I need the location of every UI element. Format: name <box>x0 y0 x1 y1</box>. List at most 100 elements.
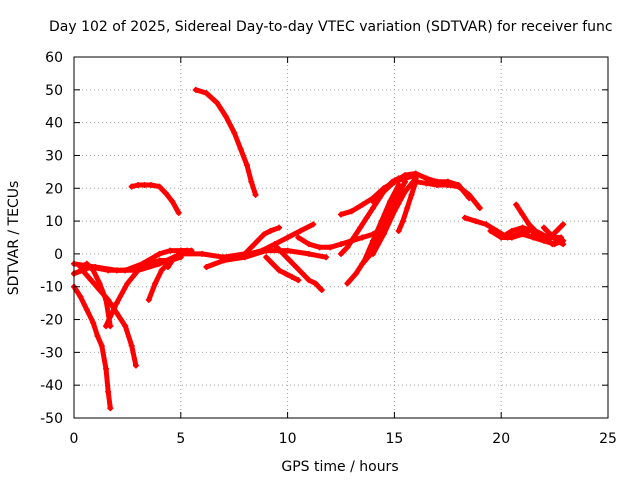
y-tick-label: 10 <box>45 214 63 230</box>
data-point <box>282 270 289 277</box>
x-tick-label: 20 <box>492 431 510 447</box>
data-point <box>350 234 357 241</box>
grid <box>74 57 608 418</box>
data-point <box>105 388 112 395</box>
x-tick-label: 5 <box>176 431 185 447</box>
data-point <box>344 280 351 287</box>
data-point <box>103 365 110 372</box>
data-point <box>359 234 366 241</box>
y-tick-label: 30 <box>45 148 63 164</box>
data-point <box>135 181 142 188</box>
y-tick-label: 0 <box>54 247 63 263</box>
data-point <box>156 257 163 264</box>
data-point <box>508 227 515 234</box>
x-tick-label: 25 <box>599 431 617 447</box>
data-point <box>370 198 377 205</box>
y-tick-label: -20 <box>40 313 63 329</box>
data-point <box>175 209 182 216</box>
data-point <box>107 405 114 412</box>
data-point <box>338 250 344 257</box>
data-point <box>295 234 302 241</box>
data-point <box>128 183 135 190</box>
chart-title: Day 102 of 2025, Sidereal Day-to-day VTE… <box>49 19 613 35</box>
data-point <box>162 190 169 197</box>
data-point <box>124 280 131 287</box>
data-point <box>558 234 565 241</box>
data-point <box>530 231 537 238</box>
data-point <box>83 306 90 313</box>
data-point <box>173 254 180 261</box>
y-tick-label: 60 <box>45 50 63 66</box>
data-point <box>538 234 545 241</box>
data-point <box>312 280 319 287</box>
data-point <box>288 273 295 280</box>
data-point <box>261 231 268 238</box>
data-point <box>466 191 473 198</box>
data-point <box>359 260 366 267</box>
data-point <box>128 342 135 349</box>
data-point <box>90 319 97 326</box>
data-point <box>158 267 165 274</box>
data-point <box>404 204 411 211</box>
data-point <box>549 241 556 248</box>
data-point <box>395 227 402 234</box>
data-point <box>284 247 291 254</box>
data-point <box>241 250 248 257</box>
data-point <box>77 293 84 300</box>
y-tick-label: 40 <box>45 116 63 132</box>
data-point <box>305 250 312 257</box>
data-point <box>338 241 344 248</box>
data-point <box>508 234 515 241</box>
data-point <box>145 260 152 267</box>
data-point <box>237 145 244 152</box>
data-point <box>423 180 430 187</box>
series-arc-19 <box>359 179 408 267</box>
data-point <box>252 191 259 198</box>
data-point <box>164 264 171 271</box>
data-point <box>244 162 251 169</box>
data-point <box>412 170 419 177</box>
data-point <box>553 237 560 244</box>
data-point <box>156 183 163 190</box>
data-point <box>387 198 394 205</box>
data-point <box>96 280 103 287</box>
data-point <box>113 267 120 274</box>
data-point <box>184 247 191 254</box>
data-point <box>132 362 139 369</box>
data-point <box>352 270 359 277</box>
data-point <box>519 211 526 218</box>
data-point <box>254 237 261 244</box>
data-point <box>305 277 312 284</box>
y-tick-label: 20 <box>45 181 63 197</box>
data-point <box>316 244 323 251</box>
data-point <box>357 224 364 231</box>
series-arc-10 <box>193 87 259 198</box>
data-point <box>92 264 99 271</box>
data-point <box>192 86 199 93</box>
data-traces <box>71 86 567 412</box>
y-tick-label: -30 <box>40 345 63 361</box>
data-point <box>152 280 159 287</box>
data-point <box>408 191 415 198</box>
data-point <box>169 198 176 205</box>
data-point <box>399 218 406 225</box>
data-point <box>359 201 366 208</box>
data-point <box>412 178 419 185</box>
data-point <box>553 227 560 234</box>
data-point <box>248 178 255 185</box>
data-point <box>393 195 400 202</box>
data-point <box>380 231 387 238</box>
data-point <box>299 270 306 277</box>
data-point <box>280 250 287 257</box>
data-point <box>560 221 567 228</box>
data-point <box>145 296 152 303</box>
data-point <box>220 257 227 264</box>
data-point <box>483 221 490 228</box>
data-point <box>214 99 221 106</box>
data-point <box>203 90 210 97</box>
data-point <box>338 211 344 218</box>
data-point <box>519 224 526 231</box>
data-point <box>455 183 462 190</box>
data-point <box>402 172 409 179</box>
data-point <box>391 208 398 215</box>
